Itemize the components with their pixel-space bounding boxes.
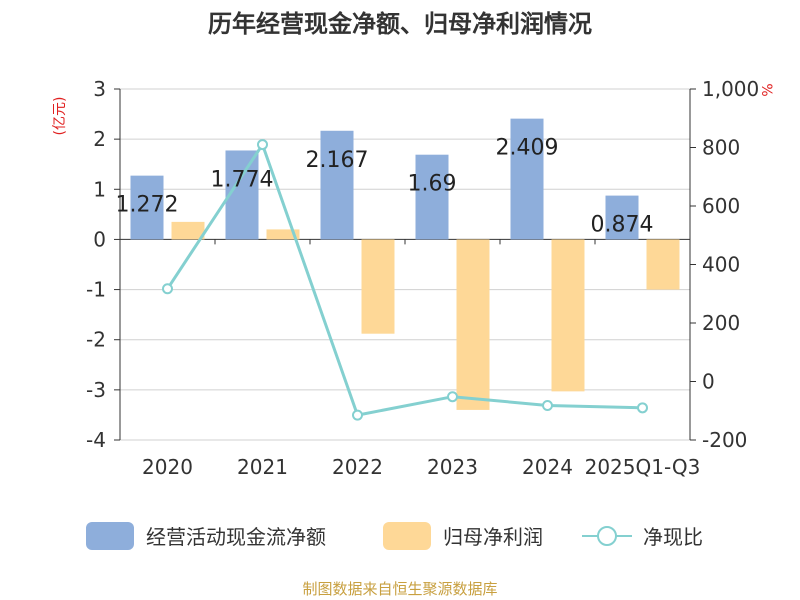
ratio-point (637, 402, 648, 414)
right-tick-label: 800 (702, 136, 740, 160)
cashflow-bar (510, 118, 544, 240)
ratio-line (162, 139, 648, 421)
right-tick-label: 200 (702, 311, 740, 335)
cashflow-value-label: 1.272 (116, 193, 179, 218)
ratio-point (257, 139, 268, 151)
cashflow-value-label: 2.409 (496, 136, 559, 161)
left-tick-label: -1 (86, 278, 106, 302)
left-tick-label: 3 (93, 77, 106, 101)
left-tick-label: 1 (93, 177, 106, 201)
profit-bar (361, 239, 395, 334)
data-labels: 1.272 1.774 2.167 1.69 2.409 0.874 (116, 136, 654, 238)
right-axis-unit: % (758, 83, 774, 96)
cashflow-value-label: 0.874 (591, 213, 654, 238)
x-tick-label: 2023 (427, 455, 478, 479)
right-tick-label: 0 (702, 370, 715, 394)
x-tick-label: 2020 (142, 455, 193, 479)
cashflow-bar (130, 175, 164, 240)
right-tick-label: -200 (702, 428, 747, 452)
ratio-point (352, 409, 363, 421)
profit-bar (171, 221, 205, 240)
ratio-point (542, 399, 553, 411)
cashflow-value-label: 2.167 (306, 148, 369, 173)
bars (130, 118, 680, 410)
left-tick-label: -2 (86, 328, 106, 352)
right-tick-label: 1,000 (702, 77, 759, 101)
left-tick-label: 0 (93, 227, 106, 251)
legend-swatch-profit (383, 522, 431, 550)
legend: 经营活动现金流净额 归母净利润 净现比 (86, 522, 703, 550)
left-tick-label: -4 (86, 428, 106, 452)
profit-bar (646, 239, 680, 290)
legend-marker-ratio (597, 526, 617, 546)
x-tick-label: 2024 (522, 455, 573, 479)
ratio-point (162, 283, 173, 295)
left-tick-label: 2 (93, 127, 106, 151)
left-axis-unit: (亿元) (52, 97, 68, 136)
legend-label-profit: 归母净利润 (443, 525, 543, 549)
right-tick-label: 600 (702, 194, 740, 218)
ratio-line-path (166, 141, 643, 417)
cashflow-value-label: 1.69 (408, 172, 457, 197)
x-tick-label: 2022 (332, 455, 383, 479)
x-tick-label: 2021 (237, 455, 288, 479)
ratio-point (447, 391, 458, 403)
cashflow-bar (415, 154, 449, 240)
cashflow-bar (320, 130, 354, 240)
axes: 3 2 1 0 -1 -2 -3 -4 1,000 800 600 400 200 0 -200 2020 20… (86, 77, 759, 479)
grid-lines (120, 88, 690, 441)
cashflow-bar (605, 195, 639, 240)
source-note: 制图数据来自恒生聚源数据库 (302, 580, 497, 598)
legend-label-ratio: 净现比 (643, 525, 703, 549)
legend-label-cashflow: 经营活动现金流净额 (146, 525, 326, 549)
profit-bar (456, 239, 490, 410)
cashflow-value-label: 1.774 (211, 167, 274, 192)
x-tick-label: 2025Q1-Q3 (585, 455, 701, 479)
left-tick-label: -3 (86, 378, 106, 402)
profit-bar (551, 239, 585, 392)
chart-title: 历年经营现金净额、归母净利润情况 (208, 10, 592, 38)
profit-bar (266, 229, 300, 240)
legend-swatch-cashflow (86, 522, 134, 550)
right-tick-label: 400 (702, 253, 740, 277)
